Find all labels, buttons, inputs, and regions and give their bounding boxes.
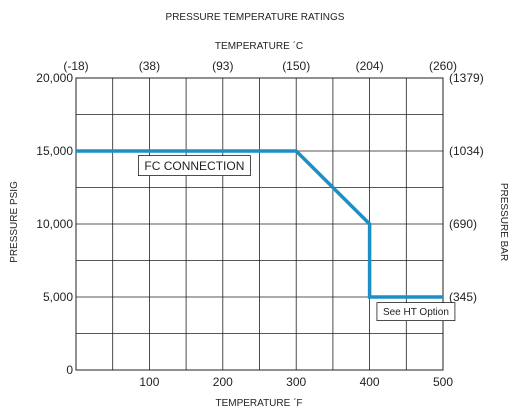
y2-tick-label: (345) — [449, 290, 477, 304]
x2-tick-label: (38) — [139, 59, 160, 73]
y2-tick-label: (1379) — [449, 71, 484, 85]
tick-labels: 100 200 300 400 500 (-18) (38) (93) (150) (204) (2… — [36, 59, 483, 389]
y2-tick-label: (1034) — [449, 144, 484, 158]
series-lines — [76, 149, 443, 299]
bottom-axis-label: TEMPERATURE ˊF — [215, 397, 302, 408]
chart-title: PRESSURE TEMPERATURE RATINGS — [166, 12, 345, 23]
annotation-frame — [137, 155, 251, 177]
x-tick-label: 500 — [433, 375, 453, 389]
y-tick-label: 5,000 — [43, 290, 73, 304]
x-tick-label: 100 — [139, 375, 159, 389]
y-tick-label: 0 — [66, 363, 73, 377]
x2-tick-label: (93) — [212, 59, 233, 73]
x2-tick-label: (204) — [356, 59, 384, 73]
annotation-frame — [376, 302, 456, 322]
annotation-box: FC CONNECTION — [137, 155, 251, 177]
plot-frame — [75, 77, 444, 371]
x-tick-label: 400 — [360, 375, 380, 389]
right-axis-label: PRESSURE BAR — [498, 183, 509, 261]
y-tick-label: 10,000 — [36, 217, 73, 231]
y2-tick-label: (690) — [449, 217, 477, 231]
y-tick-label: 20,000 — [36, 71, 73, 85]
x2-tick-label: (-18) — [63, 59, 88, 73]
annotation-box: See HT Option — [376, 302, 456, 322]
x-tick-label: 300 — [286, 375, 306, 389]
x2-tick-label: (260) — [429, 59, 457, 73]
x-tick-label: 200 — [213, 375, 233, 389]
pressure-rating-line — [76, 149, 443, 299]
annotations: FC CONNECTION See HT Option — [137, 155, 456, 322]
y-tick-label: 15,000 — [36, 144, 73, 158]
left-axis-label: PRESSURE PSIG — [9, 181, 20, 263]
grid — [75, 77, 444, 371]
x2-tick-label: (150) — [282, 59, 310, 73]
annotation-label: See HT Option — [383, 307, 449, 318]
annotation-label: FC CONNECTION — [144, 159, 244, 173]
top-axis-label: TEMPERATURE ˊC — [215, 40, 303, 52]
